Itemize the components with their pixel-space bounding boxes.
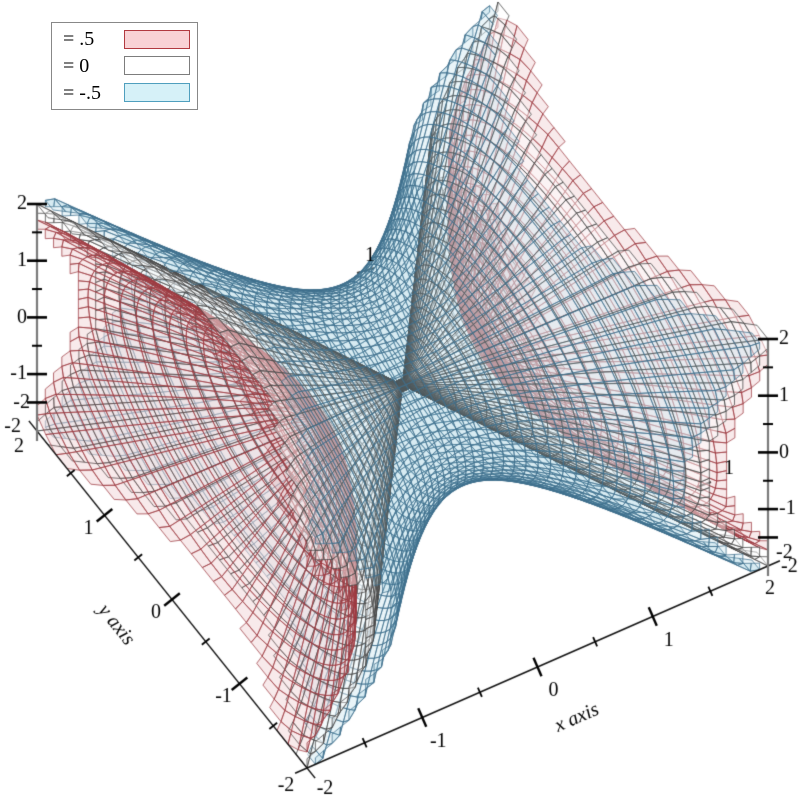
legend-swatch-blue: [124, 83, 190, 103]
legend-item-pos-level: = .5: [52, 28, 197, 50]
legend: = .5 = 0 = -.5: [51, 22, 198, 110]
legend-swatch-white: [124, 56, 190, 76]
legend-item-zero-level: = 0: [52, 55, 197, 77]
legend-item-neg-level: = -.5: [52, 82, 197, 104]
legend-swatch-red: [124, 29, 190, 49]
legend-label: = .5: [63, 28, 95, 51]
legend-label: = 0: [63, 54, 90, 77]
legend-label: = -.5: [63, 81, 101, 104]
